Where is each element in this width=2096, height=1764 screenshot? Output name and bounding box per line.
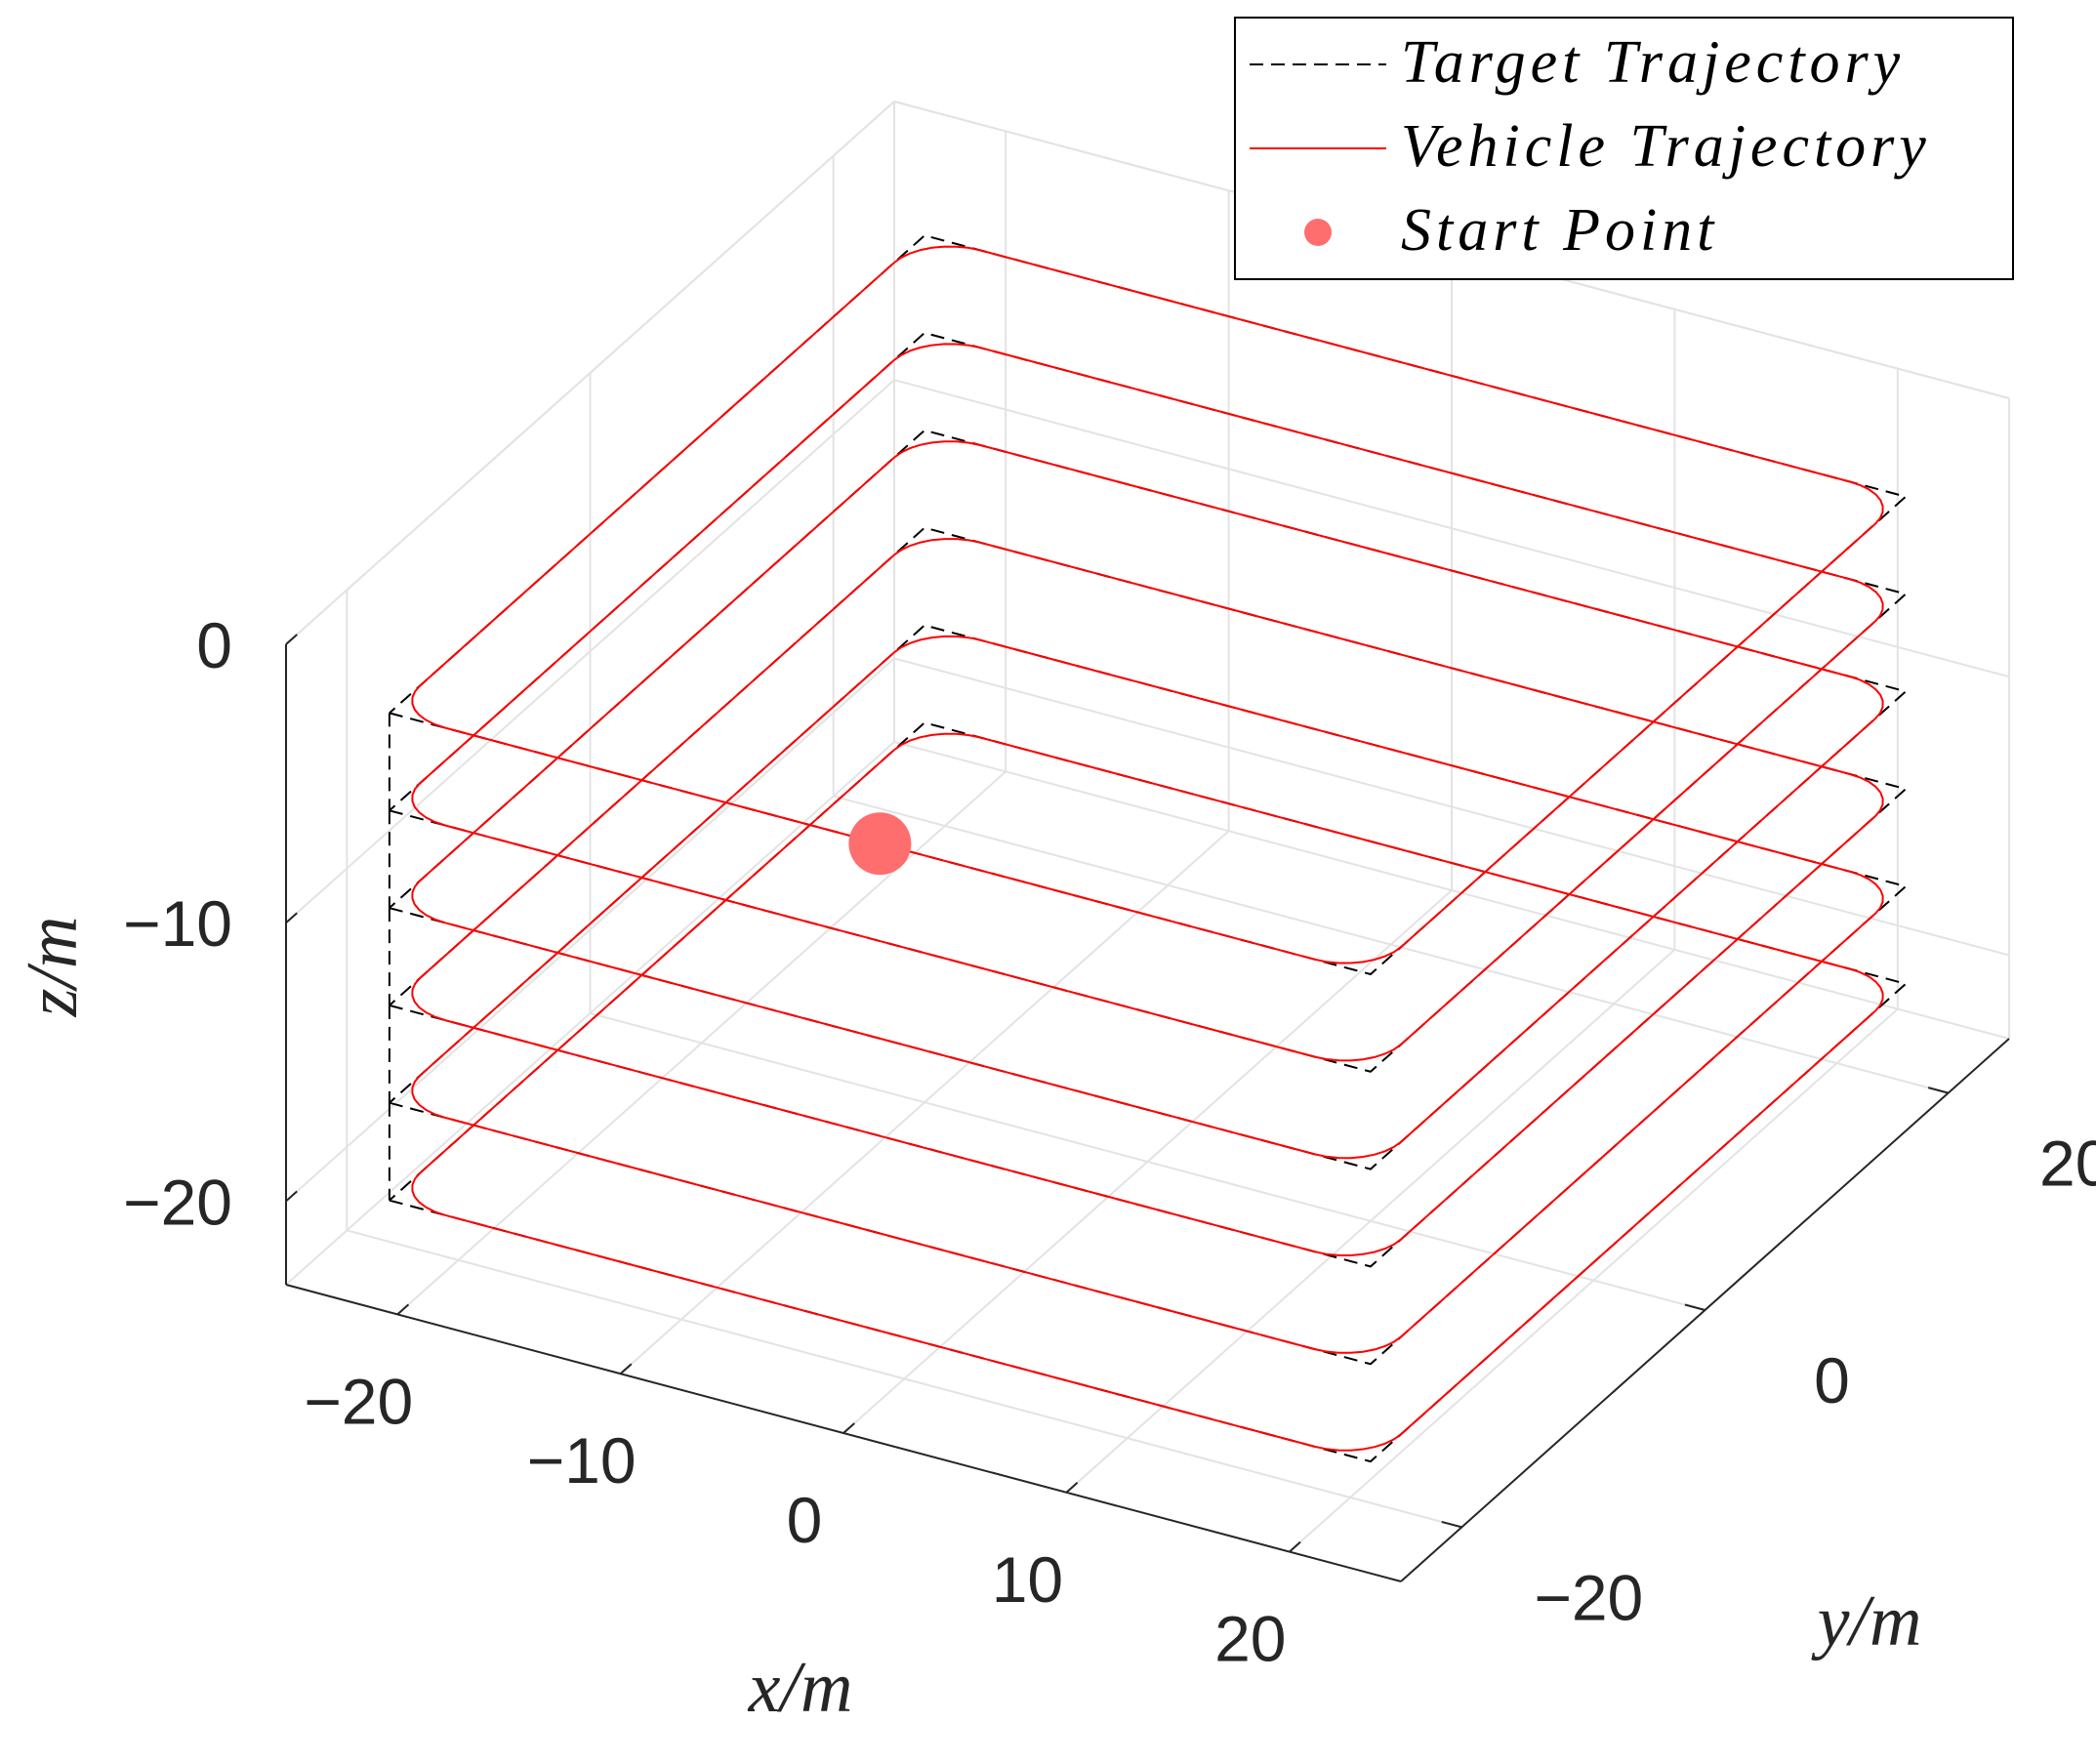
z-tick — [285, 1190, 298, 1203]
z-grid-line-back — [893, 379, 2010, 678]
legend-vehicle-label: Vehicle Trajectory — [1401, 113, 1931, 180]
vehicle-trajectory-layer — [411, 635, 1884, 1354]
start-point-marker — [848, 812, 912, 876]
target-trajectory-layer — [389, 331, 1909, 1073]
axes-frame — [285, 634, 2010, 1582]
z-tick-label: −10 — [123, 887, 232, 960]
y-grid-line-floor — [590, 1012, 1706, 1311]
x-tick — [619, 1363, 633, 1374]
x-tick-label: 0 — [787, 1484, 823, 1556]
z-tick-label: −20 — [123, 1166, 232, 1238]
x-tick-label: 10 — [992, 1543, 1063, 1616]
vehicle-trajectory-layer — [411, 440, 1884, 1160]
legend-target-label: Target Trajectory — [1401, 29, 1905, 96]
box-edge — [285, 741, 895, 1286]
target-trajectory-layer — [389, 429, 1909, 1170]
target-trajectory-layer — [389, 234, 1909, 976]
z-grid-line-back — [893, 657, 2010, 957]
legend-start-label: Start Point — [1401, 197, 1718, 264]
legend-start-swatch — [1304, 219, 1332, 246]
z-axis-title: z/m — [13, 917, 93, 1018]
y-tick-label: 0 — [1814, 1344, 1850, 1416]
y-tick — [1441, 1520, 1462, 1529]
x-axis-title: x/m — [748, 1648, 853, 1728]
x-tick-label: −20 — [304, 1365, 413, 1437]
z-tick-label: 0 — [196, 609, 232, 681]
x-tick — [396, 1303, 410, 1316]
z-tick — [285, 912, 298, 923]
target-trajectory-layer — [389, 721, 1909, 1463]
x-tick-label: −10 — [527, 1424, 637, 1497]
vehicle-trajectory-layer — [411, 245, 1884, 964]
vehicle-trajectory-layer — [411, 343, 1884, 1062]
axes-grid — [285, 101, 2010, 1553]
target-trajectory-layer — [389, 624, 1909, 1366]
legend: Target Trajectory Vehicle Trajectory Sta… — [1234, 17, 2014, 280]
x-tick — [843, 1422, 855, 1434]
x-tick — [1065, 1482, 1079, 1494]
box-edge — [893, 741, 2010, 1040]
vehicle-trajectory-layer — [411, 538, 1884, 1257]
z-tick — [285, 634, 298, 645]
z-grid-line-side — [285, 657, 895, 1203]
box-edge — [285, 101, 895, 645]
y-tick — [1927, 1087, 1949, 1094]
x-tick-label: 20 — [1214, 1603, 1286, 1675]
y-grid-line-floor — [347, 1229, 1462, 1529]
axis-titles: x/m y/m z/m — [13, 917, 1921, 1728]
y-axis-title: y/m — [1811, 1581, 1922, 1661]
plot-data — [388, 234, 1909, 1463]
y-tick-label: 20 — [2039, 1128, 2096, 1200]
vehicle-trajectory-layer — [411, 732, 1884, 1452]
x-tick — [1289, 1540, 1301, 1553]
y-tick — [1684, 1303, 1706, 1311]
tick-labels: −20 −10 0 10 20 −20 0 20 0 −10 −20 — [123, 609, 2096, 1675]
y-grid-line-floor — [833, 795, 1949, 1094]
z-grid-line-side — [285, 379, 895, 923]
y-tick-label: −20 — [1534, 1561, 1643, 1633]
target-trajectory-layer — [389, 526, 1909, 1268]
